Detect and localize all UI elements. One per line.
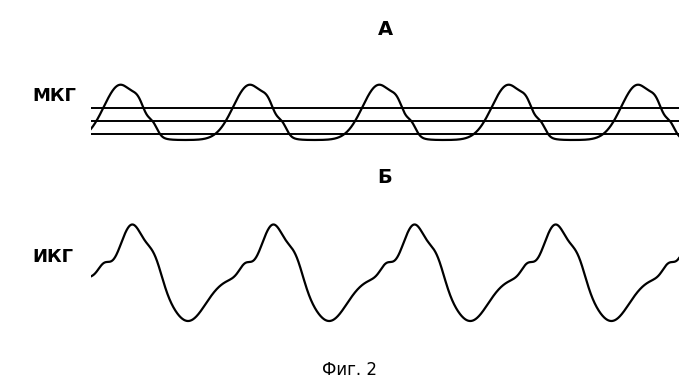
Text: ИКГ: ИКГ — [32, 249, 74, 266]
Text: Фиг. 2: Фиг. 2 — [323, 361, 377, 379]
Text: МКГ: МКГ — [32, 87, 76, 105]
Text: Б: Б — [377, 168, 393, 187]
Text: А: А — [377, 20, 393, 39]
